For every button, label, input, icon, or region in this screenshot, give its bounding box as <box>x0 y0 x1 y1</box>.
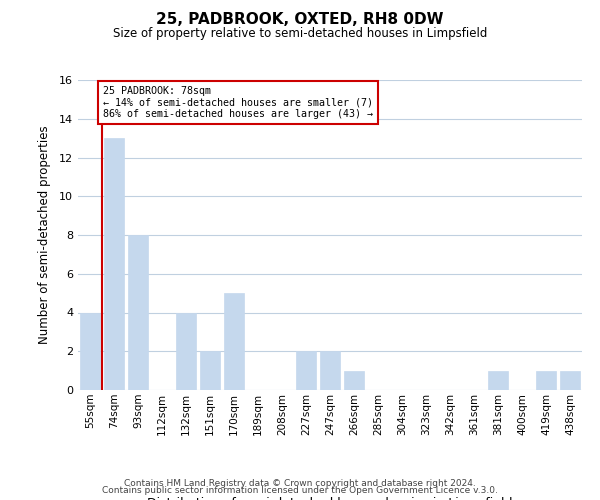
Bar <box>128 235 148 390</box>
Bar <box>488 370 508 390</box>
Bar <box>344 370 364 390</box>
Text: 25, PADBROOK, OXTED, RH8 0DW: 25, PADBROOK, OXTED, RH8 0DW <box>156 12 444 28</box>
Text: 25 PADBROOK: 78sqm
← 14% of semi-detached houses are smaller (7)
86% of semi-det: 25 PADBROOK: 78sqm ← 14% of semi-detache… <box>103 86 373 119</box>
Text: Contains public sector information licensed under the Open Government Licence v.: Contains public sector information licen… <box>102 486 498 495</box>
Bar <box>536 370 556 390</box>
Bar <box>560 370 580 390</box>
Bar <box>320 351 340 390</box>
X-axis label: Distribution of semi-detached houses by size in Limpsfield: Distribution of semi-detached houses by … <box>147 498 513 500</box>
Text: Contains HM Land Registry data © Crown copyright and database right 2024.: Contains HM Land Registry data © Crown c… <box>124 478 476 488</box>
Bar <box>80 312 100 390</box>
Bar <box>200 351 220 390</box>
Bar <box>224 293 244 390</box>
Bar <box>296 351 316 390</box>
Bar <box>104 138 124 390</box>
Y-axis label: Number of semi-detached properties: Number of semi-detached properties <box>38 126 50 344</box>
Text: Size of property relative to semi-detached houses in Limpsfield: Size of property relative to semi-detach… <box>113 28 487 40</box>
Bar <box>176 312 196 390</box>
